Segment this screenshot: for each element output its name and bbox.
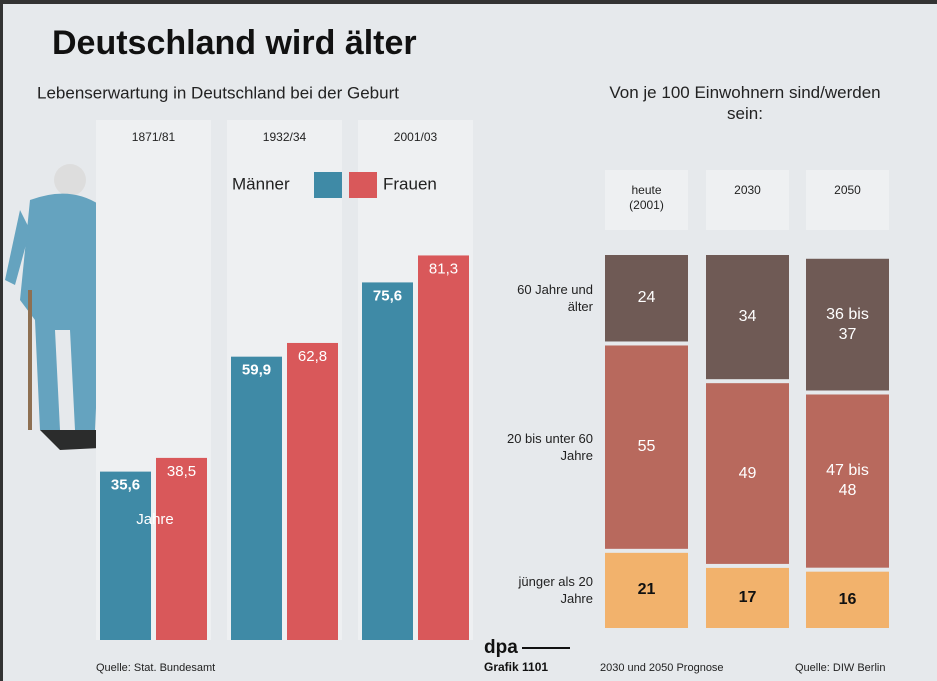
source: Quelle: DIW Berlin [795,662,885,674]
value-label: 38,5 [167,463,196,480]
value-label: 21 [619,580,674,600]
legend-swatch [314,172,342,198]
source: Quelle: Stat. Bundesamt [96,662,215,674]
bar [418,255,469,640]
legend-label: Frauen [383,174,437,193]
forecast-note: 2030 und 2050 Prognose [600,662,724,674]
legend-label: Männer [232,174,290,193]
category-label: 2030 [716,183,779,198]
value-label: 62,8 [298,348,327,365]
agency: dpa [484,637,518,658]
value-label: 17 [720,588,775,608]
category-label: 1871/81 [132,130,176,144]
legend-swatch [349,172,377,198]
value-label: 35,6 [111,477,140,494]
value-label: 55 [619,437,674,457]
column-bg [806,170,889,230]
series-label: jünger als 20 Jahre [493,573,593,607]
category-label: heute (2001) [615,183,678,213]
bar [287,343,338,640]
left-rule [0,0,3,681]
annotation: Jahre [136,511,174,528]
value-label: 16 [820,590,875,610]
value-label: 47 bis 48 [820,461,875,501]
category-label: 2050 [816,183,879,198]
column-bg [706,170,789,230]
value-label: 75,6 [373,287,402,304]
top-rule [0,0,937,4]
bar [156,458,207,640]
value-label: 81,3 [429,260,458,277]
value-label: 49 [720,464,775,484]
value-label: 24 [619,288,674,308]
bar [231,357,282,640]
subtitle: Von je 100 Einwohnern sind/werden sein: [600,82,890,124]
value-label: 36 bis 37 [820,305,875,345]
title: Deutschland wird älter [52,24,417,62]
value-label: 34 [720,307,775,327]
series-label: 20 bis unter 60 Jahre [493,430,593,464]
category-label: 1932/34 [263,130,307,144]
bar [100,472,151,640]
series-label: 60 Jahre und älter [493,281,593,315]
subtitle: Lebenserwartung in Deutschland bei der G… [37,83,399,102]
bar [362,282,413,640]
graphic-number: Grafik 1101 [484,660,548,674]
value-label: 59,9 [242,362,271,379]
infographic: Deutschland wird älter Lebenserwartung i… [0,0,937,681]
category-label: 2001/03 [394,130,438,144]
